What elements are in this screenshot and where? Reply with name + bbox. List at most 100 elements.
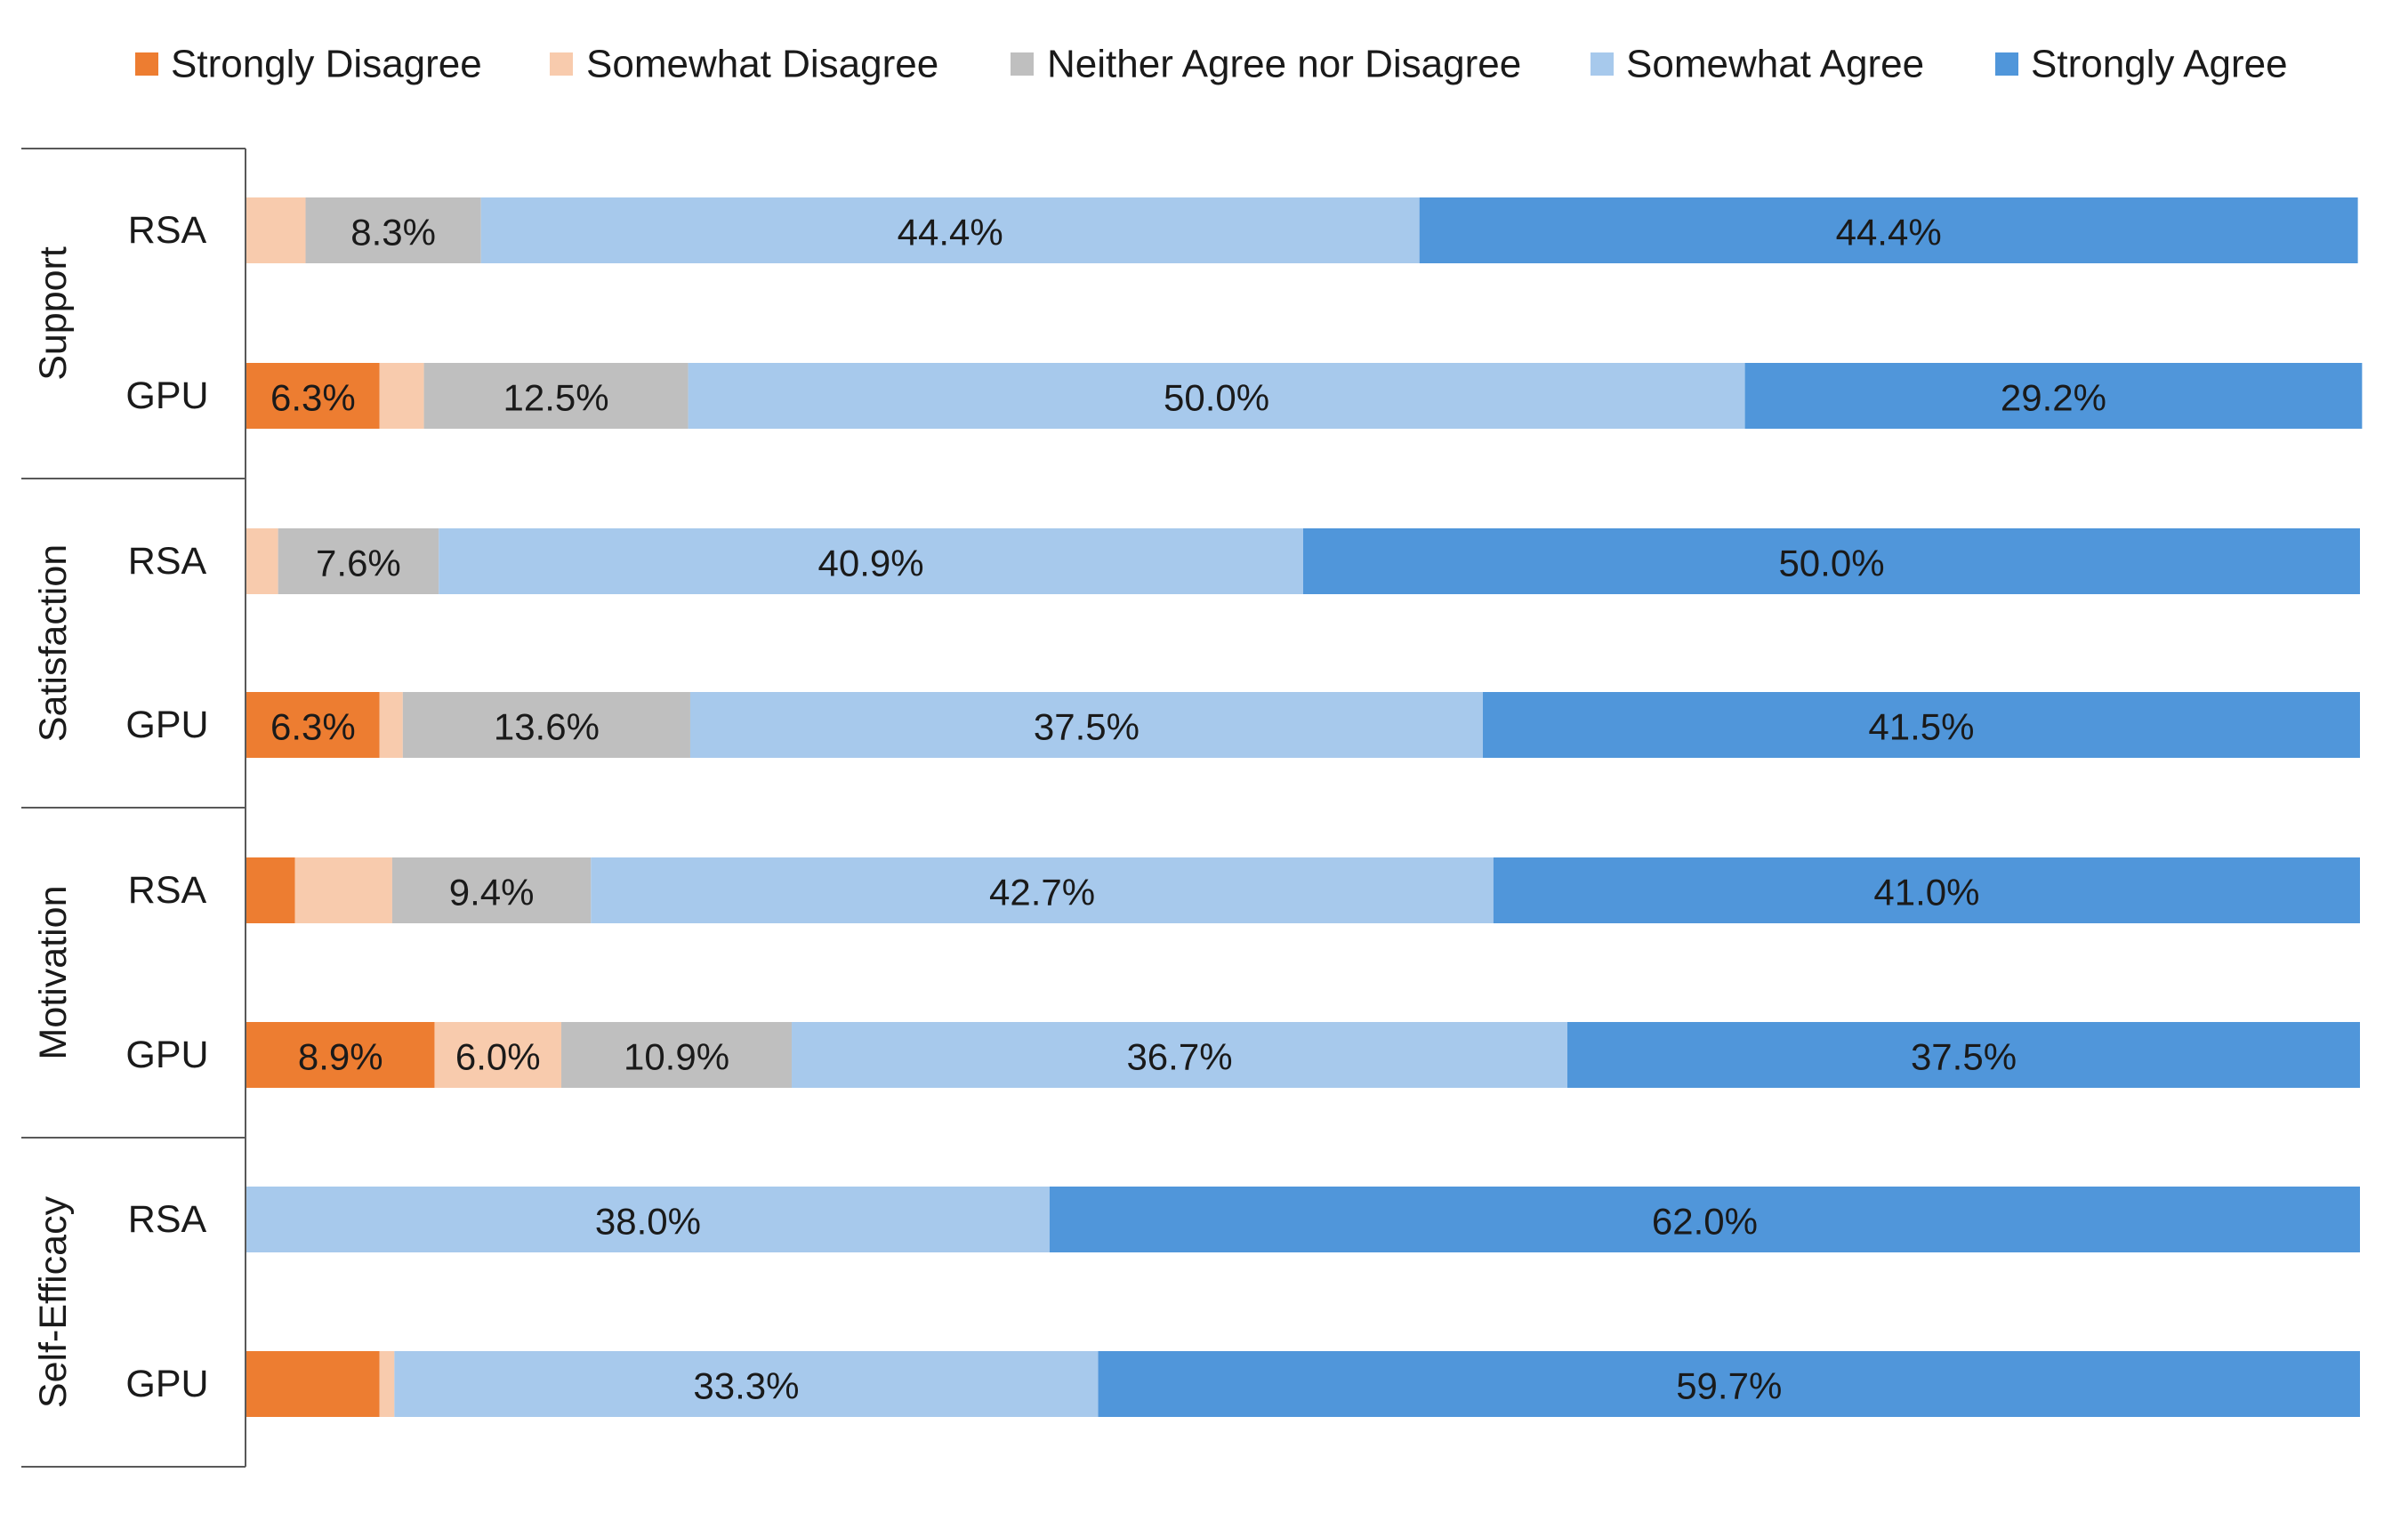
bar-row-motivation-gpu: GPU 8.9% 6.0% 10.9% 36.7% 37.5% [125,1022,2360,1088]
legend-item-neither-agree-nor-disagree: Neither Agree nor Disagree [1011,43,1521,86]
bars: RSA 8.3% 44.4% 44.4% GPU 6.3% 12.5% 50.0% 29.2% R… [125,197,2363,1417]
data-label: 44.4% [1836,212,1942,254]
legend-label: Strongly Disagree [171,43,482,86]
bar-segment-strongly-agree [1493,857,2360,923]
bar-segment-somewhat-disagree [434,1022,562,1088]
category-label: RSA [128,209,207,252]
bar-segment-somewhat-agree [688,363,1745,429]
category-label: GPU [125,374,208,417]
bar-segment-strongly-agree [1303,528,2360,594]
legend-swatch [550,52,573,76]
bar-row-support-gpu: GPU 6.3% 12.5% 50.0% 29.2% [125,363,2363,429]
data-label: 8.9% [298,1036,383,1078]
bar-row-satisfaction-rsa: RSA 7.6% 40.9% 50.0% [128,528,2360,594]
bar-segment-neither-agree-nor-disagree [278,528,439,594]
data-label: 59.7% [1676,1365,1782,1407]
category-label: RSA [128,869,207,912]
bar-segment-strongly-agree [1419,197,2358,263]
bar-segment-somewhat-agree [480,197,1420,263]
legend-swatch [1011,52,1034,76]
bar-segment-somewhat-agree [591,857,1494,923]
data-label: 37.5% [1911,1036,2017,1078]
bar-segment-neither-agree-nor-disagree [561,1022,793,1088]
bar-segment-somewhat-agree [394,1351,1099,1417]
bar-segment-somewhat-disagree [379,1351,395,1417]
data-label: 33.3% [693,1365,799,1407]
bar-segment-strongly-disagree [246,692,380,758]
bar-segment-neither-agree-nor-disagree [391,857,592,923]
bar-segment-strongly-agree [1567,1022,2360,1088]
bar-segment-somewhat-disagree [379,363,424,429]
data-label: 36.7% [1126,1036,1232,1078]
data-label: 50.0% [1778,543,1884,584]
bar-segment-strongly-agree [1049,1187,2360,1252]
bar-row-motivation-rsa: RSA 9.4% 42.7% 41.0% [128,857,2360,923]
data-label: 62.0% [1652,1201,1758,1243]
data-label: 42.7% [989,872,1095,913]
bar-segment-strongly-disagree [246,857,295,923]
bar-segment-somewhat-disagree [246,197,306,263]
data-label: 38.0% [595,1201,701,1243]
category-label: RSA [128,540,207,583]
bar-segment-strongly-disagree [246,363,380,429]
legend-swatch [1591,52,1614,76]
category-label: GPU [125,704,208,746]
bar-segment-strongly-disagree [246,1351,380,1417]
category-label: GPU [125,1034,208,1076]
bar-segment-strongly-agree [1098,1351,2360,1417]
data-label: 40.9% [818,543,924,584]
data-label: 29.2% [2001,377,2106,419]
bar-segment-strongly-disagree [246,1022,435,1088]
group-label-motivation: Motivation [32,886,75,1060]
legend-label: Somewhat Disagree [586,43,938,86]
bar-row-self-efficacy-rsa: RSA 38.0% 62.0% [128,1187,2360,1252]
data-label: 41.5% [1868,706,1974,748]
data-label: 41.0% [1873,872,1979,913]
data-label: 10.9% [624,1036,729,1078]
data-label: 6.0% [455,1036,541,1078]
bar-segment-neither-agree-nor-disagree [305,197,481,263]
bar-segment-neither-agree-nor-disagree [402,692,690,758]
bar-segment-somewhat-disagree [246,528,278,594]
legend: Strongly Disagree Somewhat Disagree Neithe… [135,43,2288,86]
bar-row-self-efficacy-gpu: GPU 33.3% 59.7% [125,1351,2360,1417]
bar-segment-strongly-agree [1744,363,2363,429]
group-label-self-efficacy: Self-Efficacy [32,1195,75,1408]
bar-row-support-rsa: RSA 8.3% 44.4% 44.4% [128,197,2358,263]
legend-swatch [135,52,158,76]
bar-row-satisfaction-gpu: GPU 6.3% 13.6% 37.5% 41.5% [125,692,2360,758]
data-label: 6.3% [270,377,356,419]
legend-item-strongly-disagree: Strongly Disagree [135,43,482,86]
bar-segment-somewhat-agree [246,1187,1050,1252]
legend-item-strongly-agree: Strongly Agree [1995,43,2288,86]
bar-segment-somewhat-agree [792,1022,1567,1088]
data-label: 50.0% [1164,377,1269,419]
legend-swatch [1995,52,2018,76]
bar-segment-somewhat-agree [689,692,1483,758]
bar-segment-somewhat-agree [439,528,1303,594]
group-label-support: Support [32,246,75,381]
data-label: 12.5% [503,377,609,419]
data-label: 7.6% [316,543,401,584]
data-label: 13.6% [494,706,600,748]
category-label: RSA [128,1198,207,1241]
data-label: 44.4% [898,212,1003,254]
bar-segment-neither-agree-nor-disagree [423,363,689,429]
category-axis: Support Satisfaction Motivation Self-Effica… [21,148,246,1468]
data-label: 6.3% [270,706,356,748]
data-label: 9.4% [449,872,535,913]
legend-item-somewhat-agree: Somewhat Agree [1591,43,1924,86]
bar-segment-somewhat-disagree [294,857,392,923]
category-label: GPU [125,1363,208,1405]
bar-segment-somewhat-disagree [379,692,403,758]
group-label-satisfaction: Satisfaction [32,544,75,742]
legend-item-somewhat-disagree: Somewhat Disagree [550,43,938,86]
legend-label: Somewhat Agree [1626,43,1924,86]
bar-segment-strongly-agree [1482,692,2360,758]
data-label: 8.3% [350,212,436,254]
legend-label: Neither Agree nor Disagree [1047,43,1521,86]
legend-label: Strongly Agree [2031,43,2288,86]
data-label: 37.5% [1034,706,1140,748]
